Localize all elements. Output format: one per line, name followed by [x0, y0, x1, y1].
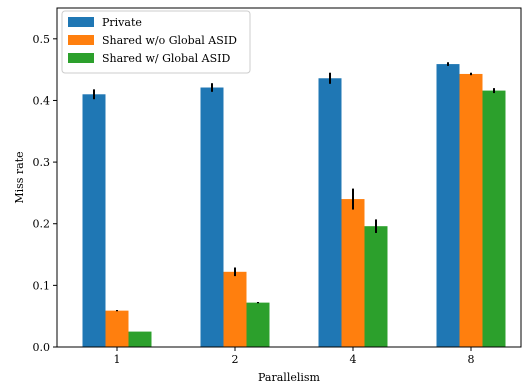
- legend-label-3: Shared w/ Global ASID: [102, 52, 230, 65]
- y-axis-label: Miss rate: [13, 151, 26, 203]
- legend-box: [61, 10, 251, 74]
- bar-3-8: [482, 90, 506, 348]
- axes-layer: [56, 7, 522, 348]
- bar-2-8: [459, 73, 483, 347]
- legend-swatch-3: [68, 53, 94, 63]
- bar-3-4: [364, 226, 388, 347]
- legend: Private Shared w/o Global ASID Shared w/ G…: [61, 10, 251, 74]
- y-tick-label: 0.3: [33, 156, 51, 169]
- ticks-layer: 0.0 0.1 0.2 0.3 0.4 0.5 1 2 4 8: [33, 33, 475, 366]
- x-tick-label: 2: [232, 353, 239, 366]
- x-tick-label: 8: [468, 353, 475, 366]
- legend-swatch-2: [68, 35, 94, 45]
- y-tick-label: 0.1: [33, 279, 51, 292]
- error-bars-layer: [93, 62, 495, 312]
- bar-3-1: [128, 331, 152, 347]
- legend-swatch-1: [68, 17, 94, 27]
- y-tick-label: 0.2: [33, 218, 51, 231]
- y-tick-label: 0.0: [33, 341, 51, 354]
- bar-2-2: [223, 271, 247, 347]
- bar-1-1: [82, 94, 106, 347]
- bars-layer: [82, 64, 506, 348]
- legend-label-1: Private: [102, 16, 142, 29]
- x-axis-label: Parallelism: [258, 371, 321, 384]
- bar-3-2: [246, 302, 270, 347]
- legend-label-2: Shared w/o Global ASID: [102, 34, 237, 47]
- y-tick-label: 0.4: [33, 94, 51, 107]
- plot-frame: [56, 7, 522, 348]
- bar-1-4: [318, 78, 342, 348]
- bar-1-8: [436, 64, 460, 348]
- y-tick-label: 0.5: [33, 33, 51, 46]
- x-tick-label: 1: [114, 353, 121, 366]
- x-tick-label: 4: [350, 353, 357, 366]
- bar-2-4: [341, 199, 365, 347]
- bar-2-1: [105, 310, 129, 347]
- bar-1-2: [200, 87, 224, 347]
